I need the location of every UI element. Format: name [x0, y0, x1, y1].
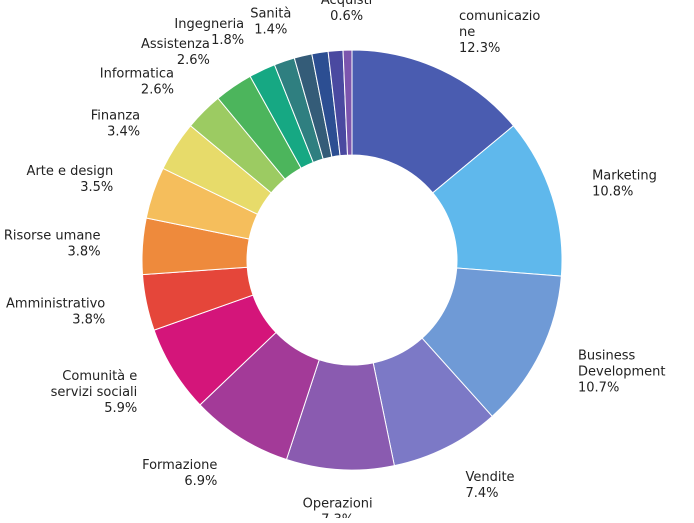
category-label-informatica: Informatica: [100, 67, 174, 82]
slice-comunicazione: [351, 49, 515, 194]
category-label-vendite: Vendite: [465, 470, 514, 485]
category-label-arte-e-design: Arte e design: [27, 164, 114, 179]
category-label-marketing: Marketing: [592, 168, 657, 183]
category-label-formazione: Formazione: [142, 458, 217, 473]
category-label-finanza: Finanza: [91, 109, 140, 124]
category-label-amministrativo: Amministrativo: [6, 296, 105, 311]
donut-slices: [141, 49, 563, 471]
category-label-comunita-e-servizi-sociali: servizi sociali: [51, 385, 138, 400]
category-label-sanita: Sanità: [250, 6, 291, 21]
value-label-finanza: 3.4%: [107, 125, 140, 140]
category-label-acquisti: Acquisti: [321, 0, 372, 8]
value-label-ingegneria: 1.8%: [211, 33, 244, 48]
value-label-risorse-umane: 3.8%: [68, 244, 101, 259]
slice-acquisti: [342, 49, 353, 156]
category-label-ingegneria: Ingegneria: [174, 17, 244, 32]
category-label-assistenza: Assistenza: [141, 37, 210, 52]
category-label-business-development: Development: [578, 364, 666, 379]
value-label-vendite: 7.4%: [465, 486, 498, 501]
value-label-arte-e-design: 3.5%: [80, 180, 113, 195]
value-label-acquisti: 0.6%: [330, 9, 363, 24]
value-label-comunita-e-servizi-sociali: 5.9%: [104, 401, 137, 416]
value-label-informatica: 2.6%: [141, 83, 174, 98]
category-label-comunita-e-servizi-sociali: Comunità e: [62, 369, 137, 384]
value-label-operazioni: 7.3%: [321, 513, 354, 518]
value-label-comunicazione: 12.3%: [459, 41, 500, 56]
value-label-sanita: 1.4%: [254, 22, 287, 37]
value-label-amministrativo: 3.8%: [72, 312, 105, 327]
value-label-assistenza: 2.6%: [177, 53, 210, 68]
category-label-risorse-umane: Risorse umane: [4, 228, 101, 243]
value-label-business-development: 10.7%: [578, 380, 619, 395]
category-label-operazioni: Operazioni: [303, 497, 373, 512]
value-label-formazione: 6.9%: [184, 474, 217, 489]
value-label-marketing: 10.8%: [592, 184, 633, 199]
category-label-comunicazione: ne: [459, 25, 475, 40]
category-label-business-development: Business: [578, 348, 636, 363]
category-label-comunicazione: comunicazio: [459, 9, 540, 24]
